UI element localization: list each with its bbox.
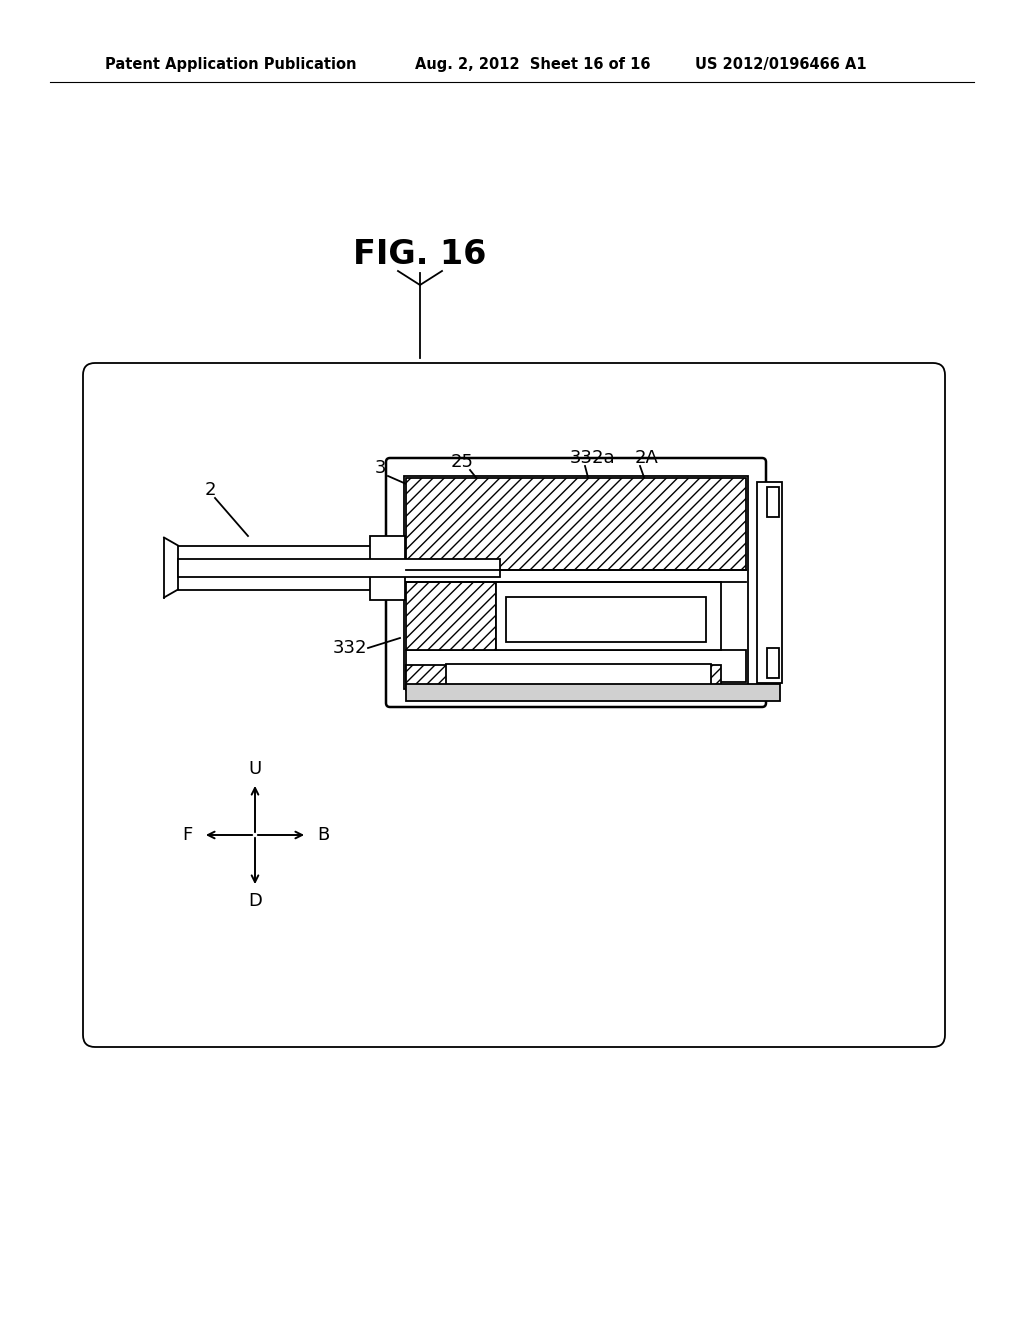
Bar [406,478,746,569]
Text: 2: 2 [204,480,216,499]
FancyBboxPatch shape [386,458,766,708]
Text: FIG. 16: FIG. 16 [353,239,486,272]
FancyBboxPatch shape [83,363,945,1047]
Bar [406,582,496,649]
Text: B: B [316,826,329,843]
Text: US 2012/0196466 A1: US 2012/0196466 A1 [695,58,866,73]
Text: D: D [248,892,262,909]
Bar [767,648,779,678]
Text: Aug. 2, 2012  Sheet 16 of 16: Aug. 2, 2012 Sheet 16 of 16 [415,58,650,73]
Text: 3: 3 [374,459,386,477]
Bar [406,649,746,682]
Bar [446,664,711,694]
Bar [406,684,780,701]
Text: Patent Application Publication: Patent Application Publication [105,58,356,73]
Text: U: U [249,760,261,777]
Text: 2A: 2A [635,449,658,467]
Bar [757,482,782,682]
Bar [178,558,500,577]
Bar [506,597,706,642]
Bar [404,477,748,689]
Bar [496,582,721,649]
Bar [767,487,779,517]
Bar [370,536,406,599]
Text: F: F [182,826,193,843]
Bar [178,545,400,590]
Text: 332a: 332a [570,449,615,467]
Text: 25: 25 [451,453,473,471]
Text: 332: 332 [333,639,368,657]
Bar [406,664,721,689]
